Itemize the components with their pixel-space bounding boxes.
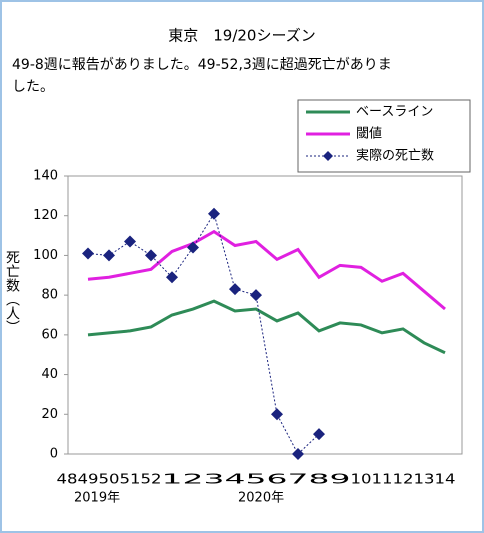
x-tick-label: 7 — [288, 473, 309, 488]
y-tick-label: 100 — [33, 248, 58, 263]
x-tick-label: 52 — [141, 473, 162, 488]
x-tick-label: 13 — [414, 473, 435, 488]
annotation: 2020年 — [238, 491, 284, 506]
x-tick-label: 8 — [309, 473, 330, 488]
marker — [229, 283, 241, 296]
marker — [187, 241, 199, 254]
y-tick-label: 0 — [50, 447, 58, 462]
x-tick-label: 50 — [99, 473, 120, 488]
series-line — [87, 299, 446, 355]
x-tick-label: 9 — [330, 473, 351, 488]
subtitle: 49-8週に報告がありました。49-52,3週に超過死亡がありま — [12, 57, 392, 73]
subtitle: した。 — [12, 79, 54, 95]
y-tick-label: 80 — [41, 288, 58, 303]
marker — [271, 408, 283, 421]
series-line — [87, 229, 446, 311]
y-tick-label: 120 — [33, 208, 58, 223]
x-tick-label: 5 — [246, 473, 267, 488]
x-tick-label: 11 — [372, 473, 393, 488]
chart-title: 東京 19/20シーズン — [168, 27, 315, 45]
x-tick-label: 12 — [393, 473, 414, 488]
y-tick-label: 20 — [41, 407, 58, 422]
marker — [166, 271, 178, 284]
marker — [250, 289, 262, 302]
y-axis-label: 死亡数（人） — [4, 250, 20, 334]
x-tick-label: 49 — [78, 473, 99, 488]
x-tick-label: 4 — [225, 473, 246, 488]
marker — [208, 207, 220, 220]
marker — [313, 428, 325, 441]
marker — [292, 448, 304, 460]
legend-label: 実際の死亡数 — [356, 148, 434, 164]
x-tick-label: 10 — [351, 473, 372, 488]
marker — [145, 249, 157, 262]
legend-label: 閾値 — [356, 126, 382, 142]
y-tick-label: 60 — [41, 327, 58, 342]
x-tick-label: 51 — [120, 473, 141, 488]
legend-label: ベースライン — [356, 105, 433, 120]
x-tick-label: 14 — [435, 473, 456, 488]
x-tick-label: 2 — [183, 473, 204, 488]
marker — [82, 247, 94, 260]
x-tick-label: 3 — [204, 473, 225, 488]
y-tick-label: 40 — [41, 367, 58, 382]
y-tick-label: 140 — [33, 169, 58, 184]
annotation: 2019年 — [74, 491, 120, 506]
marker — [124, 235, 136, 248]
x-tick-label: 48 — [57, 473, 78, 488]
x-tick-label: 6 — [267, 473, 288, 488]
marker — [103, 249, 115, 262]
legend-marker — [323, 151, 333, 161]
x-tick-label: 1 — [162, 473, 183, 488]
